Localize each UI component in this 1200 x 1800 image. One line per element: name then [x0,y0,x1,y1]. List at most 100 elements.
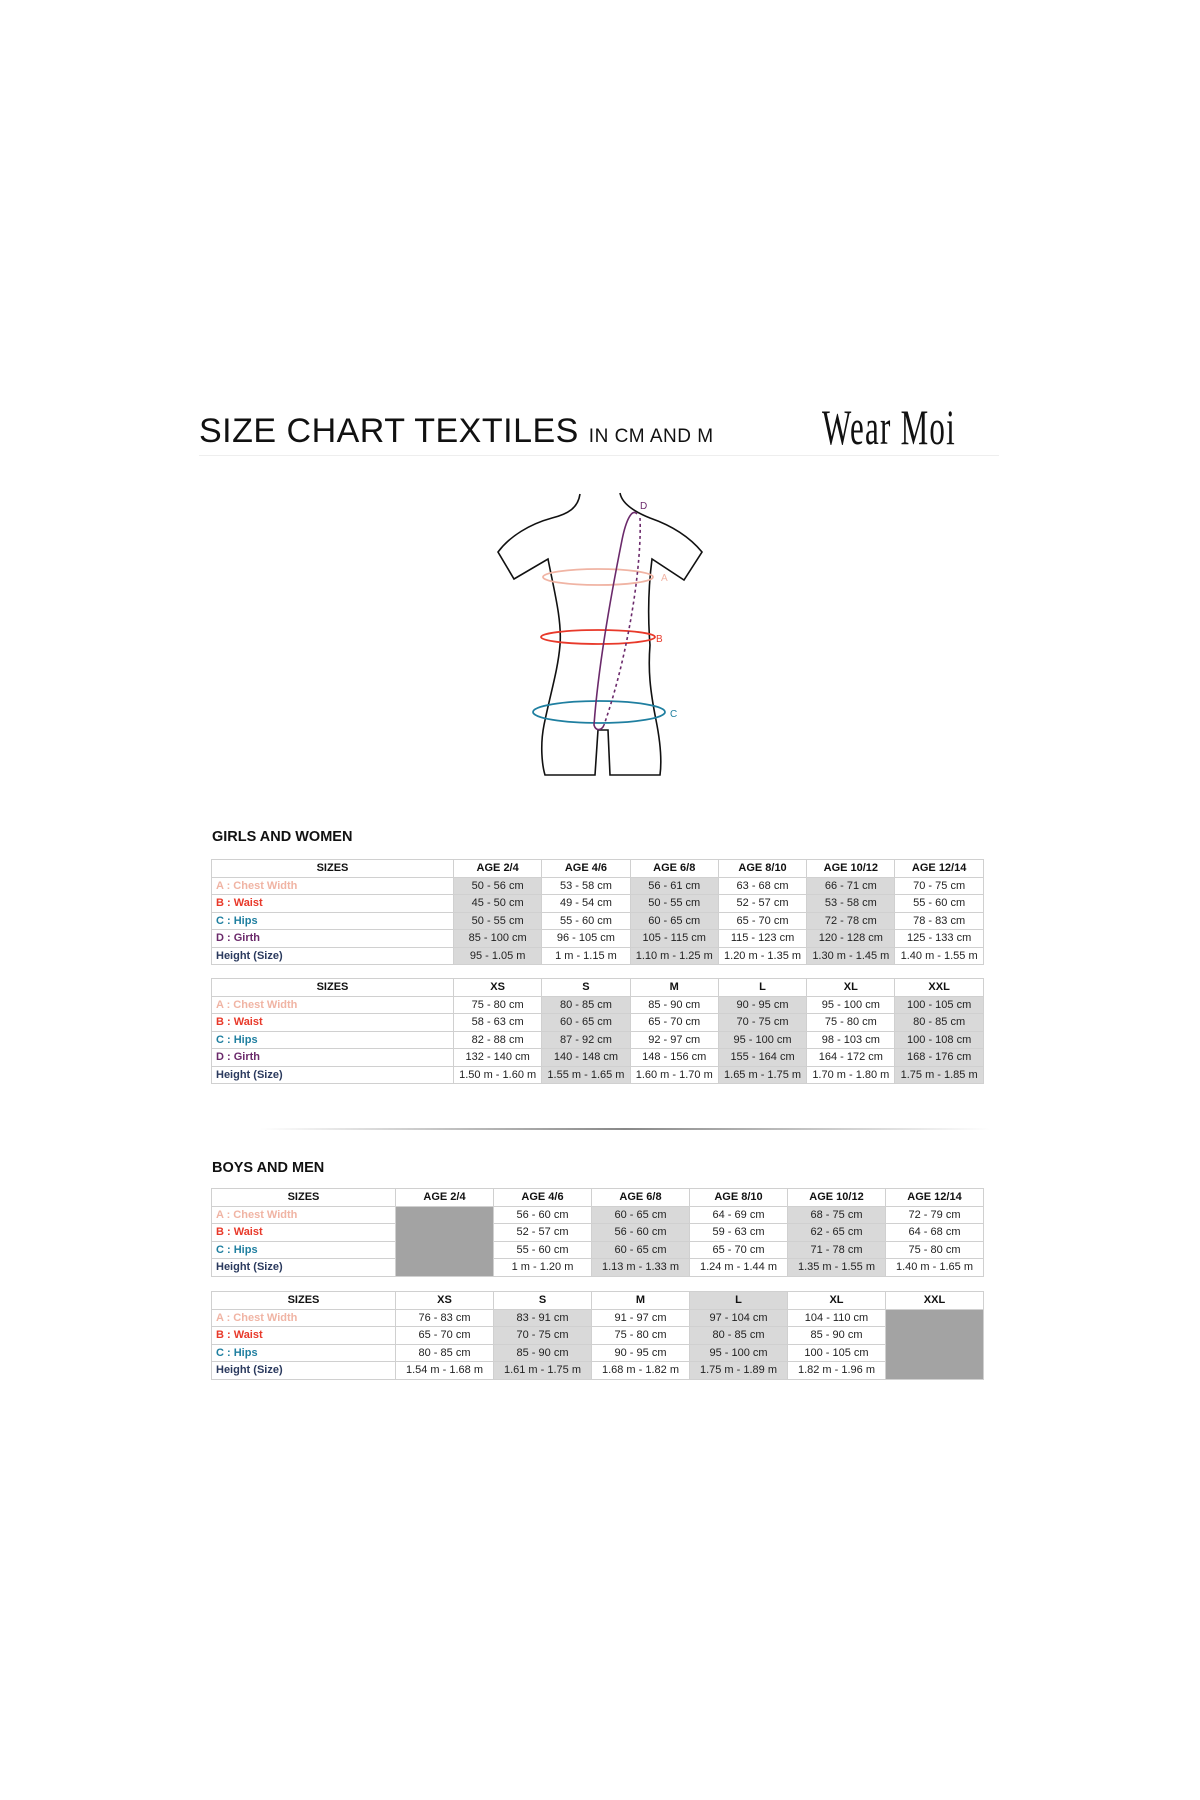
size-value-cell: 168 - 176 cm [894,1048,984,1067]
size-value-cell: 63 - 68 cm [717,876,808,895]
table-row: C : Hips 50 - 55 cm 55 - 60 cm 60 - 65 cm 65… [211,911,984,930]
size-value-cell: 91 - 97 cm [591,1308,690,1327]
table-row: Height (Size) 1.50 m - 1.60 m 1.55 m - 1.6… [211,1065,984,1084]
column-header: L [689,1291,788,1310]
label-c: C [670,709,677,720]
size-value-cell: 120 - 128 cm [806,929,896,948]
size-value-cell: 1.60 m - 1.70 m [629,1065,719,1084]
sizes-header: SIZES [211,859,454,878]
size-value-cell: 1.30 m - 1.45 m [806,946,896,965]
size-value-cell: 155 - 164 cm [717,1048,808,1067]
table-row: B : Waist 52 - 57 cm 56 - 60 cm 59 - 63 cm 6… [211,1223,984,1242]
row-label: B : Waist [211,894,454,913]
chest-measure-a [542,568,654,586]
size-value-cell: 1.61 m - 1.75 m [493,1361,592,1380]
size-value-cell: 72 - 79 cm [885,1205,984,1224]
girth-measure-d-back [603,517,642,726]
size-value-cell: 132 - 140 cm [452,1048,543,1067]
size-value-cell: 75 - 80 cm [885,1240,984,1259]
column-header: AGE 10/12 [806,859,896,878]
size-value-cell: 1.55 m - 1.65 m [541,1065,631,1084]
size-value-cell: 60 - 65 cm [629,911,719,930]
row-label: B : Waist [211,1326,396,1345]
size-value-cell: 1 m - 1.15 m [541,946,631,965]
column-header: XL [787,1291,886,1310]
table-row: D : Girth 132 - 140 cm 140 - 148 cm 148 - 1… [211,1048,984,1067]
size-value-cell: 98 - 103 cm [806,1030,896,1049]
size-value-cell: 53 - 58 cm [541,876,631,895]
size-value-cell: 80 - 85 cm [541,995,631,1014]
size-value-cell: 80 - 85 cm [894,1013,984,1032]
size-value-cell: 1.82 m - 1.96 m [787,1361,886,1380]
size-value-cell: 1.65 m - 1.75 m [717,1065,808,1084]
size-value-cell: 95 - 100 cm [689,1343,788,1362]
size-value-cell: 85 - 90 cm [787,1326,886,1345]
column-header: AGE 4/6 [541,859,631,878]
body-measurement-diagram: A B C D [497,492,703,776]
boys-age-size-table: SIZES AGE 2/4 AGE 4/6 AGE 6/8 AGE 8/10 AGE 10… [211,1188,984,1277]
body-outline [497,492,703,776]
size-value-cell: 65 - 70 cm [629,1013,719,1032]
size-value-cell: 70 - 75 cm [717,1013,808,1032]
size-value-cell: 115 - 123 cm [717,929,808,948]
size-value-cell: 65 - 70 cm [689,1240,788,1259]
women-size-table: SIZES XS S M L XL XXL A : Chest Width 75 - 80 cm… [211,978,984,1084]
girls-age-size-table: SIZES AGE 2/4 AGE 4/6 AGE 6/8 AGE 8/10 AGE 10… [211,859,984,965]
size-value-cell: 80 - 85 cm [689,1326,788,1345]
size-value-cell: 60 - 65 cm [541,1013,631,1032]
column-header: AGE 2/4 [395,1188,494,1207]
waist-measure-b [540,629,656,645]
label-b: B [656,634,663,645]
table-row: A : Chest Width 50 - 56 cm 53 - 58 cm 56 - … [211,876,984,895]
size-value-cell: 75 - 80 cm [591,1326,690,1345]
size-value-cell: 60 - 65 cm [591,1240,690,1259]
row-label: C : Hips [211,1343,396,1362]
size-value-cell: 45 - 50 cm [452,894,543,913]
size-value-cell: 100 - 108 cm [894,1030,984,1049]
row-label: C : Hips [211,1030,454,1049]
size-value-cell: 1 m - 1.20 m [493,1258,592,1277]
size-value-cell: 1.68 m - 1.82 m [591,1361,690,1380]
size-value-cell: 75 - 80 cm [452,995,543,1014]
hips-measure-c [532,700,666,724]
table-row: B : Waist 65 - 70 cm 70 - 75 cm 75 - 80 cm 8… [211,1326,984,1345]
row-label: Height (Size) [211,946,454,965]
girth-measure-d [593,511,638,731]
size-value-cell: 55 - 60 cm [541,911,631,930]
size-value-cell: 83 - 91 cm [493,1308,592,1327]
size-value-cell: 68 - 75 cm [787,1205,886,1224]
size-value-cell: 72 - 78 cm [806,911,896,930]
column-header: XXL [894,978,984,997]
row-label: B : Waist [211,1013,454,1032]
column-header: L [717,978,808,997]
size-value-cell: 1.75 m - 1.85 m [894,1065,984,1084]
size-value-cell: 64 - 68 cm [885,1223,984,1242]
table-row: C : Hips 55 - 60 cm 60 - 65 cm 65 - 70 cm 71… [211,1240,984,1259]
size-value-cell: 52 - 57 cm [493,1223,592,1242]
size-value-cell: 50 - 55 cm [452,911,543,930]
table-row: C : Hips 82 - 88 cm 87 - 92 cm 92 - 97 cm 95… [211,1030,984,1049]
size-value-cell: 85 - 90 cm [493,1343,592,1362]
page-title: SIZE CHART TEXTILES IN CM AND M [199,412,714,451]
size-value-cell: 1.75 m - 1.89 m [689,1361,788,1380]
row-label: C : Hips [211,1240,396,1259]
row-label: C : Hips [211,911,454,930]
row-label: D : Girth [211,929,454,948]
column-header: AGE 12/14 [894,859,984,878]
table-header-row: SIZES AGE 2/4 AGE 4/6 AGE 6/8 AGE 8/10 AGE 10… [211,1188,984,1207]
size-value-cell: 148 - 156 cm [629,1048,719,1067]
column-header: AGE 6/8 [629,859,719,878]
size-value-cell: 90 - 95 cm [717,995,808,1014]
row-label: D : Girth [211,1048,454,1067]
size-value-cell: 53 - 58 cm [806,894,896,913]
table-row: A : Chest Width 76 - 83 cm 83 - 91 cm 91 - … [211,1308,984,1380]
size-value-cell: 96 - 105 cm [541,929,631,948]
size-value-cell: 1.13 m - 1.33 m [591,1258,690,1277]
size-value-cell: 140 - 148 cm [541,1048,631,1067]
table-row: A : Chest Width 56 - 60 cm 60 - 65 cm 64 - … [211,1205,984,1277]
size-value-cell: 87 - 92 cm [541,1030,631,1049]
row-label: Height (Size) [211,1361,396,1380]
label-d: D [640,501,647,512]
size-value-cell: 1.40 m - 1.65 m [885,1258,984,1277]
size-value-cell: 50 - 55 cm [629,894,719,913]
